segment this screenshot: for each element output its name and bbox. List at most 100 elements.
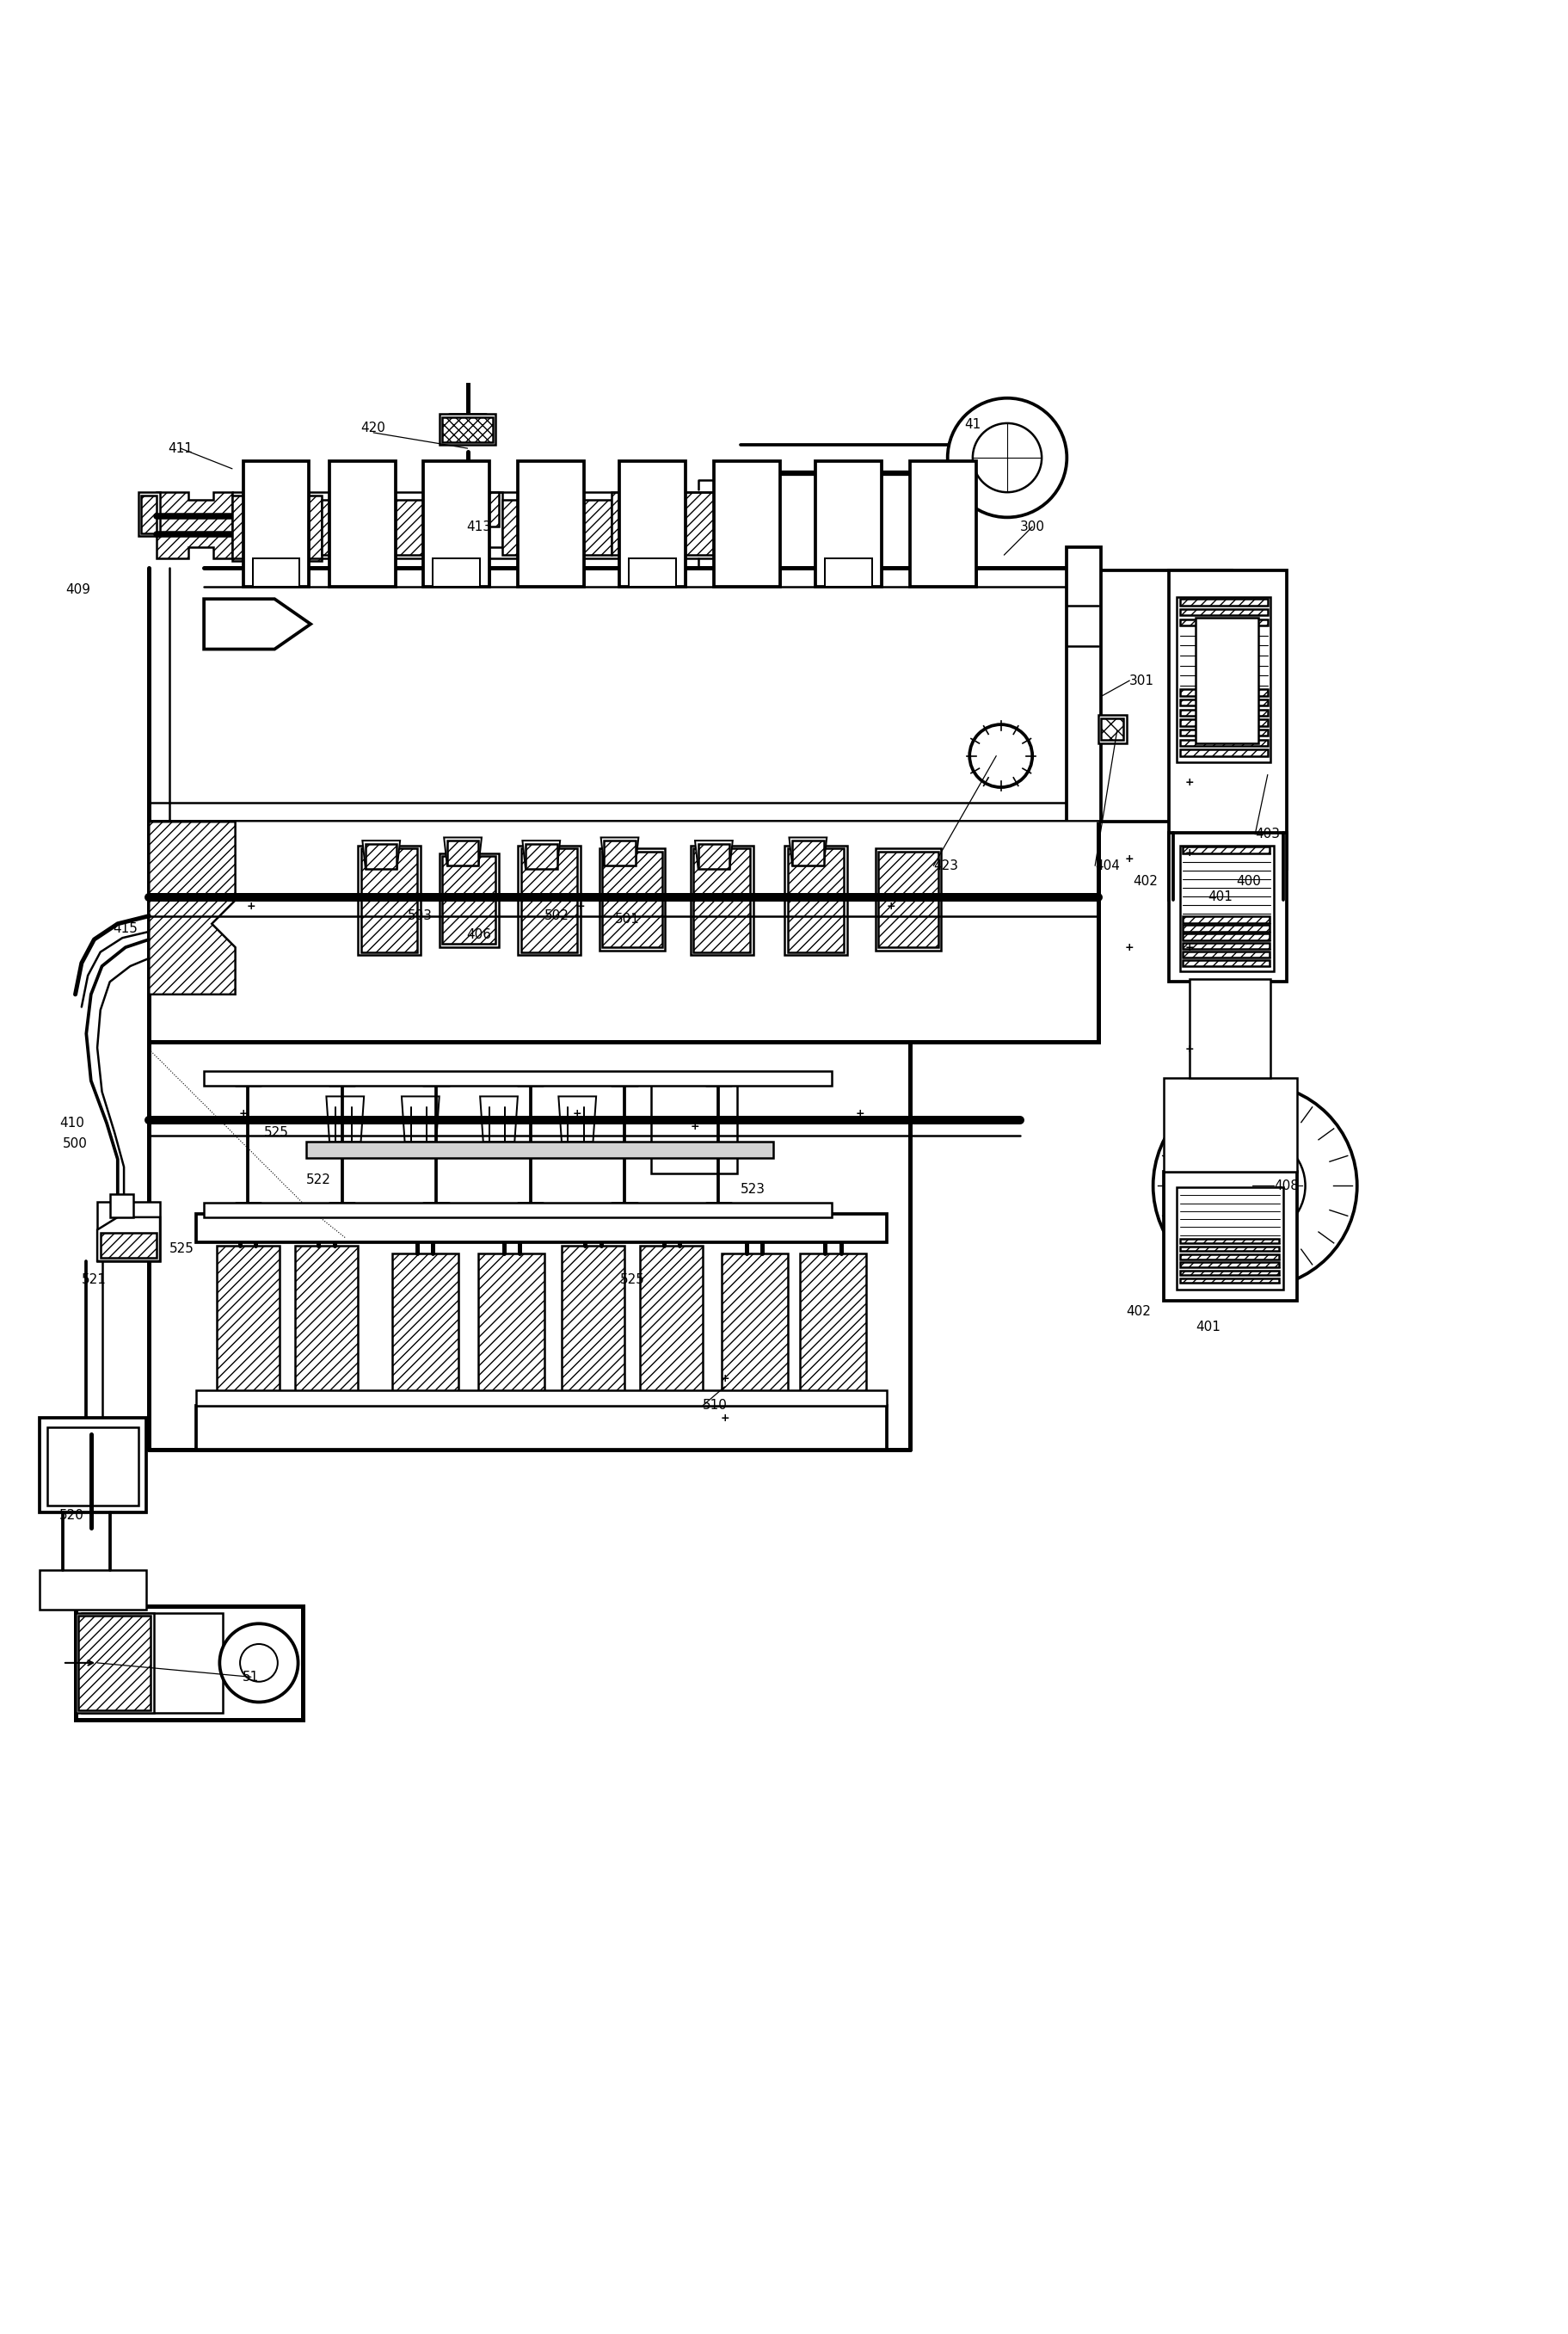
- Circle shape: [1152, 1083, 1356, 1288]
- Text: 401: 401: [1195, 1321, 1220, 1333]
- Bar: [1179, 1270, 1278, 1274]
- Text: +: +: [855, 1109, 864, 1120]
- Text: +: +: [886, 901, 895, 913]
- Polygon shape: [478, 1253, 544, 1393]
- Polygon shape: [232, 495, 321, 560]
- Bar: [39, 1419, 146, 1512]
- Bar: [423, 460, 489, 586]
- Bar: [196, 1214, 886, 1242]
- Polygon shape: [149, 822, 235, 994]
- Text: +: +: [1184, 941, 1193, 952]
- Text: +: +: [575, 901, 585, 913]
- Bar: [619, 460, 685, 586]
- Bar: [1163, 1172, 1297, 1300]
- Text: 413: 413: [466, 520, 491, 532]
- Bar: [1182, 952, 1269, 957]
- Bar: [1179, 619, 1267, 626]
- Polygon shape: [721, 1253, 787, 1393]
- Bar: [1182, 959, 1269, 966]
- Polygon shape: [502, 499, 612, 555]
- Polygon shape: [149, 822, 1098, 1041]
- Text: 510: 510: [702, 1398, 728, 1412]
- Polygon shape: [875, 850, 941, 950]
- Text: 401: 401: [1207, 892, 1232, 903]
- Bar: [1179, 719, 1267, 726]
- Bar: [1179, 1263, 1278, 1267]
- Polygon shape: [601, 838, 638, 866]
- Bar: [521, 850, 577, 952]
- Bar: [447, 840, 478, 866]
- Bar: [1176, 598, 1270, 763]
- Text: +: +: [238, 1109, 248, 1120]
- Circle shape: [969, 724, 1032, 787]
- Bar: [698, 845, 729, 868]
- Bar: [1179, 600, 1267, 605]
- Text: 501: 501: [615, 913, 640, 927]
- Bar: [361, 850, 417, 952]
- Polygon shape: [326, 1097, 364, 1141]
- Bar: [78, 1615, 151, 1711]
- Bar: [110, 1193, 133, 1218]
- Bar: [204, 1071, 831, 1085]
- Bar: [693, 850, 750, 952]
- Bar: [1179, 749, 1267, 756]
- Bar: [651, 1078, 737, 1174]
- Bar: [39, 1571, 146, 1610]
- Polygon shape: [362, 840, 400, 868]
- Bar: [602, 852, 662, 948]
- Bar: [1179, 740, 1267, 747]
- Bar: [436, 492, 499, 527]
- Bar: [1176, 1188, 1283, 1288]
- Text: 404: 404: [1094, 859, 1120, 873]
- Polygon shape: [433, 492, 502, 546]
- Bar: [243, 460, 309, 586]
- Bar: [1179, 710, 1267, 717]
- Polygon shape: [784, 845, 847, 955]
- Bar: [138, 492, 160, 537]
- Bar: [525, 845, 557, 868]
- Bar: [442, 418, 492, 441]
- Text: +: +: [690, 1120, 699, 1132]
- Text: +: +: [1184, 847, 1193, 859]
- Bar: [329, 460, 395, 586]
- Text: +: +: [1124, 854, 1134, 866]
- Text: 402: 402: [1126, 1305, 1151, 1319]
- Bar: [787, 850, 844, 952]
- Polygon shape: [392, 1253, 458, 1393]
- Text: +: +: [720, 1372, 729, 1384]
- Bar: [204, 1202, 831, 1218]
- Polygon shape: [695, 840, 732, 868]
- Bar: [1098, 714, 1126, 742]
- Polygon shape: [358, 845, 420, 955]
- Bar: [442, 857, 495, 945]
- Polygon shape: [517, 845, 580, 955]
- Bar: [1182, 917, 1269, 922]
- Polygon shape: [480, 1097, 517, 1141]
- Polygon shape: [789, 838, 826, 866]
- Text: 503: 503: [408, 910, 433, 922]
- Bar: [878, 852, 938, 948]
- Polygon shape: [1189, 978, 1270, 1078]
- Text: 525: 525: [263, 1125, 289, 1139]
- Bar: [1179, 1279, 1278, 1284]
- Bar: [97, 1202, 160, 1260]
- Text: 521: 521: [82, 1274, 107, 1286]
- Bar: [365, 845, 397, 868]
- Text: +: +: [246, 901, 256, 913]
- Text: +: +: [1124, 941, 1134, 952]
- Bar: [1179, 689, 1267, 696]
- Bar: [1182, 943, 1269, 948]
- Polygon shape: [295, 1246, 358, 1393]
- Polygon shape: [558, 1097, 596, 1141]
- Text: 300: 300: [1019, 520, 1044, 532]
- Polygon shape: [157, 492, 232, 558]
- Bar: [448, 469, 486, 483]
- Polygon shape: [321, 499, 433, 555]
- Text: 41: 41: [964, 418, 980, 432]
- Polygon shape: [1168, 572, 1286, 901]
- Bar: [433, 558, 480, 586]
- Circle shape: [240, 1643, 278, 1683]
- Text: 51: 51: [243, 1671, 259, 1683]
- Bar: [100, 1232, 157, 1258]
- Circle shape: [1204, 1137, 1305, 1237]
